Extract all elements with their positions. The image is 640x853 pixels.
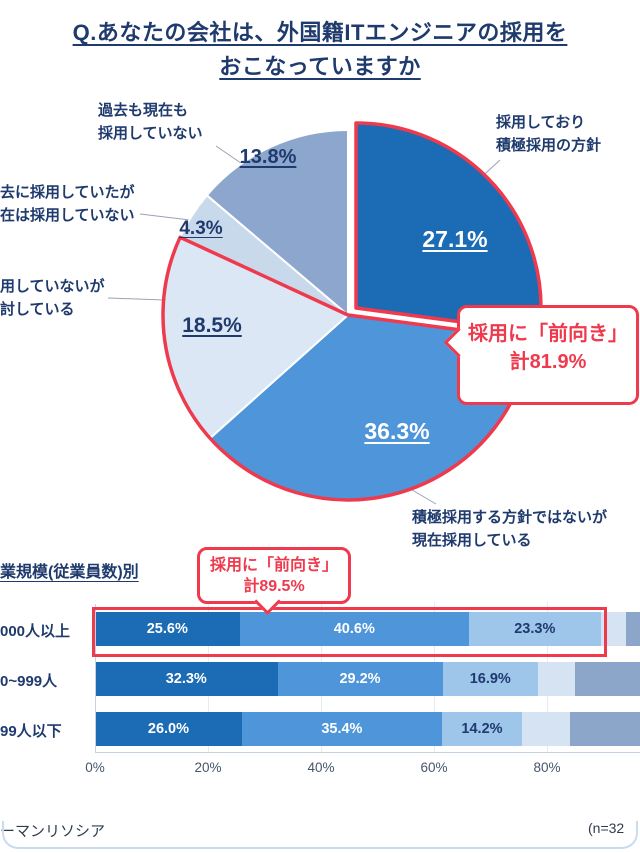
label-current: 積極採用する方針ではないが 現在採用している: [412, 509, 608, 549]
bar-segment-r1-s0: 32.3%: [95, 662, 278, 696]
label-considering: 用していないが 討している: [0, 278, 105, 318]
label-never: 過去も現在も 採用していない: [98, 102, 203, 142]
bar-segment-r0-s4: [625, 612, 640, 646]
positive-group-outline: [161, 235, 534, 502]
bar-segment-label: 35.4%: [321, 721, 363, 737]
title-line-1: Q.あなたの会社は、外国籍ITエンジニアの採用を: [72, 20, 568, 45]
pie-pct-never: 13.8%: [239, 146, 297, 168]
pie-slice-4: [205, 129, 349, 316]
title-line-2: おこなっていますか: [219, 54, 421, 80]
bar-segment-r1-s3: [538, 662, 575, 696]
bar-category-label: 99人以下: [0, 723, 62, 740]
bar-segment-label: 29.2%: [339, 671, 381, 687]
bar-segment-r1-s4: [574, 662, 640, 696]
pie-pct-current: 36.3%: [364, 418, 430, 444]
bar-segment-label: 16.9%: [469, 671, 511, 687]
bar-segment-r0-s0: 25.6%: [95, 612, 240, 646]
bar-segment-label: 32.3%: [165, 671, 207, 687]
label-active: 採用しており 積極採用の方針: [496, 114, 602, 154]
bar-segment-label: 23.3%: [514, 621, 556, 637]
page-title: Q.あなたの会社は、外国籍ITエンジニアの採用を おこなっていますか: [0, 16, 640, 84]
pie-pct-past: 4.3%: [179, 218, 223, 239]
x-axis-tick: 60%: [420, 760, 448, 775]
bar-segment-r2-s0: 26.0%: [95, 712, 242, 746]
bar-segment-r0-s1: 40.6%: [239, 612, 469, 646]
pie-pct-active: 27.1%: [422, 226, 488, 252]
bar-segment-r2-s3: [522, 712, 571, 746]
x-axis-tick: 20%: [194, 760, 222, 775]
callout-bar-line1: 採用に「前向き」: [209, 557, 338, 574]
bar-segment-label: 40.6%: [333, 621, 375, 637]
bar-segment-r2-s2: 14.2%: [441, 712, 523, 746]
pie-slice-0: [354, 121, 543, 335]
bar-section-heading: 業規模(従業員数)別: [0, 564, 139, 581]
pie-pct-considering: 18.5%: [182, 314, 242, 337]
bar-segment-label: 14.2%: [461, 721, 503, 737]
bar-segment-r2-s1: 35.4%: [241, 712, 442, 746]
callout-positive-total-pie: 採用に「前向き」 計81.9%: [443, 305, 639, 405]
bar-category-label: 000人以上: [0, 623, 71, 640]
bar-segment-r1-s2: 16.9%: [442, 662, 538, 696]
x-axis-line: [95, 752, 640, 753]
callout-bar-line2: 計89.5%: [243, 578, 305, 595]
bar-segment-label: 26.0%: [147, 721, 189, 737]
positive-group-box: [92, 607, 607, 657]
leader-line-2: [107, 297, 165, 301]
leader-line-1: [139, 213, 191, 221]
bar-segment-r0-s2: 23.3%: [469, 612, 601, 646]
x-axis-tick: 0%: [85, 760, 105, 775]
source-label: ーマンリソシア: [0, 823, 106, 840]
x-axis-tick: 80%: [533, 760, 561, 775]
bar-segment-label: 25.6%: [146, 621, 188, 637]
label-past: 去に採用していたが 在は採用していない: [0, 184, 135, 224]
sample-size-label: (n=32: [588, 820, 625, 836]
callout-positive-total-bar: 採用に「前向き」 計89.5%: [197, 547, 351, 615]
x-axis-tick: 40%: [307, 760, 335, 775]
callout-pie-line2: 計81.9%: [509, 351, 587, 373]
bar-category-label: 0~999人: [0, 673, 58, 690]
bar-segment-r2-s4: [570, 712, 640, 746]
bar-segment-r1-s1: 29.2%: [277, 662, 443, 696]
callout-pie-line1: 採用に「前向き」: [468, 323, 628, 345]
y-axis-line: [95, 604, 96, 753]
